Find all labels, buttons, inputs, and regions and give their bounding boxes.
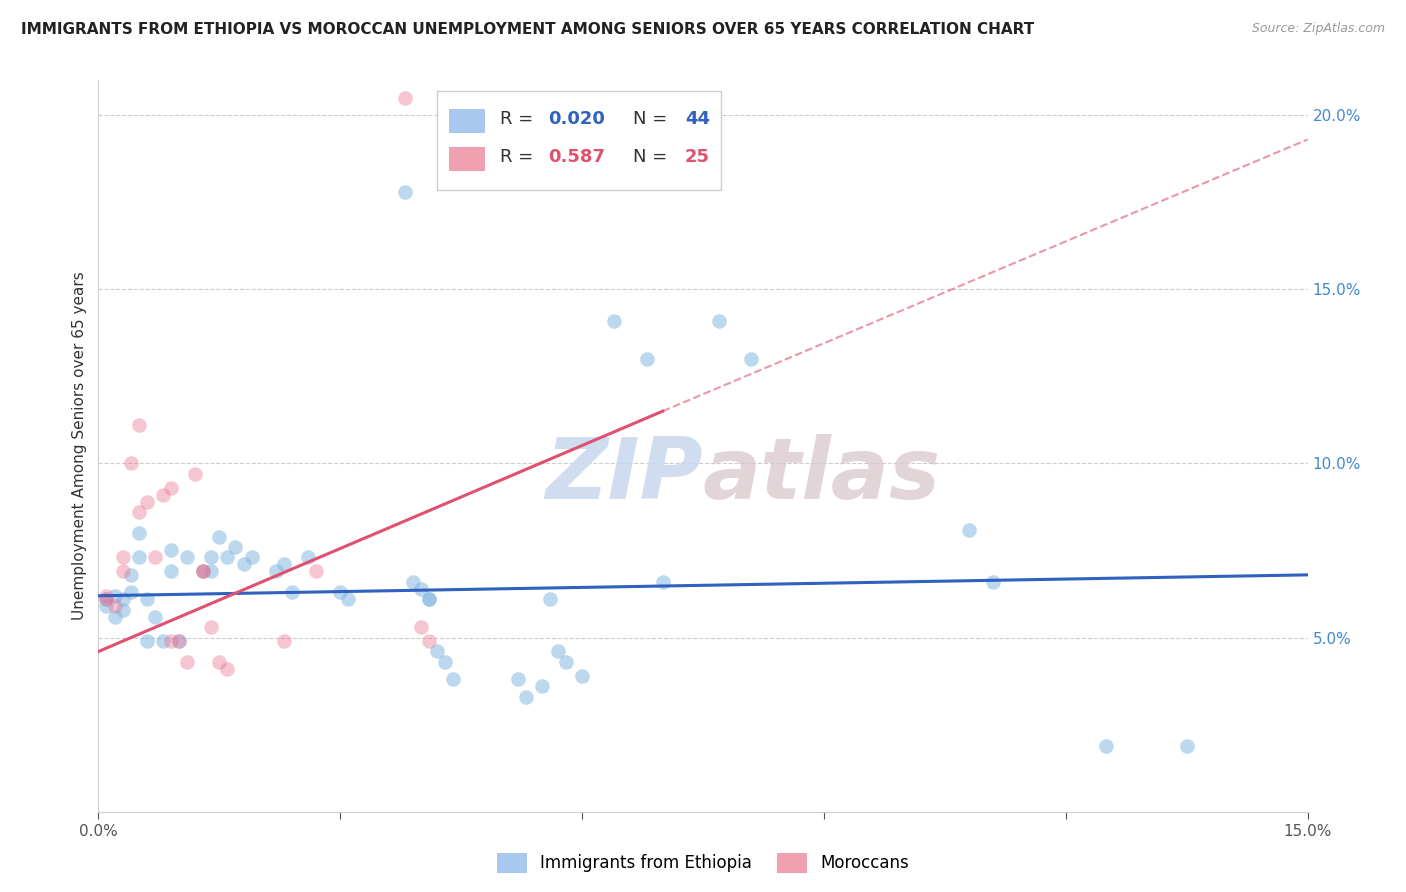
- Point: [603, 313, 626, 327]
- Point: [193, 565, 215, 579]
- Point: [128, 418, 150, 433]
- Point: [143, 550, 166, 565]
- Point: [240, 550, 263, 565]
- Point: [128, 550, 150, 565]
- Point: [636, 351, 658, 366]
- Point: [135, 494, 157, 508]
- Text: 25: 25: [685, 148, 710, 166]
- Point: [281, 585, 304, 599]
- Point: [232, 558, 254, 572]
- Text: Source: ZipAtlas.com: Source: ZipAtlas.com: [1251, 22, 1385, 36]
- Point: [957, 523, 980, 537]
- Point: [441, 673, 464, 687]
- Point: [329, 585, 352, 599]
- Point: [96, 599, 118, 614]
- Text: N =: N =: [633, 148, 673, 166]
- Point: [418, 634, 440, 648]
- Point: [337, 592, 360, 607]
- Text: R =: R =: [501, 110, 538, 128]
- Point: [176, 655, 198, 669]
- Point: [193, 565, 215, 579]
- Point: [135, 634, 157, 648]
- Point: [547, 644, 569, 658]
- Point: [160, 565, 183, 579]
- Text: 44: 44: [685, 110, 710, 128]
- Point: [200, 620, 222, 634]
- Point: [193, 565, 215, 579]
- FancyBboxPatch shape: [449, 147, 485, 171]
- Point: [200, 565, 222, 579]
- Point: [402, 574, 425, 589]
- Text: atlas: atlas: [703, 434, 941, 516]
- Point: [217, 662, 239, 676]
- Point: [394, 185, 416, 199]
- Point: [184, 467, 207, 481]
- Point: [103, 599, 125, 614]
- Point: [555, 655, 578, 669]
- Text: IMMIGRANTS FROM ETHIOPIA VS MOROCCAN UNEMPLOYMENT AMONG SENIORS OVER 65 YEARS CO: IMMIGRANTS FROM ETHIOPIA VS MOROCCAN UNE…: [21, 22, 1035, 37]
- Point: [418, 592, 440, 607]
- Point: [128, 505, 150, 519]
- Point: [160, 634, 183, 648]
- Text: 0.587: 0.587: [548, 148, 605, 166]
- Point: [305, 565, 328, 579]
- Point: [740, 351, 762, 366]
- Point: [103, 609, 125, 624]
- Point: [111, 592, 134, 607]
- Point: [1095, 739, 1118, 753]
- Point: [273, 558, 295, 572]
- Point: [409, 620, 432, 634]
- Point: [167, 634, 190, 648]
- Point: [571, 669, 593, 683]
- Point: [515, 690, 537, 704]
- Point: [297, 550, 319, 565]
- Point: [426, 644, 449, 658]
- Point: [111, 550, 134, 565]
- Point: [418, 592, 440, 607]
- Point: [152, 634, 174, 648]
- Point: [96, 592, 118, 607]
- Point: [273, 634, 295, 648]
- Point: [264, 565, 287, 579]
- Point: [394, 91, 416, 105]
- Point: [707, 313, 730, 327]
- Point: [143, 609, 166, 624]
- Point: [167, 634, 190, 648]
- Point: [651, 574, 673, 589]
- FancyBboxPatch shape: [437, 91, 721, 190]
- Text: 0.020: 0.020: [548, 110, 605, 128]
- Point: [538, 592, 561, 607]
- Point: [111, 603, 134, 617]
- Point: [1175, 739, 1198, 753]
- Point: [200, 550, 222, 565]
- Point: [530, 679, 553, 693]
- Point: [981, 574, 1004, 589]
- Point: [217, 550, 239, 565]
- Point: [96, 592, 118, 607]
- Point: [120, 457, 142, 471]
- Legend: Immigrants from Ethiopia, Moroccans: Immigrants from Ethiopia, Moroccans: [491, 847, 915, 880]
- Point: [176, 550, 198, 565]
- Point: [96, 589, 118, 603]
- Point: [208, 530, 231, 544]
- Point: [224, 540, 246, 554]
- Point: [506, 673, 529, 687]
- Point: [152, 488, 174, 502]
- Text: R =: R =: [501, 148, 538, 166]
- Point: [103, 589, 125, 603]
- Point: [120, 567, 142, 582]
- Text: ZIP: ZIP: [546, 434, 703, 516]
- Point: [160, 481, 183, 495]
- Point: [208, 655, 231, 669]
- Point: [409, 582, 432, 596]
- Point: [135, 592, 157, 607]
- Y-axis label: Unemployment Among Seniors over 65 years: Unemployment Among Seniors over 65 years: [72, 272, 87, 620]
- Text: N =: N =: [633, 110, 673, 128]
- FancyBboxPatch shape: [449, 110, 485, 133]
- Point: [434, 655, 457, 669]
- Point: [128, 526, 150, 541]
- Point: [120, 585, 142, 599]
- Point: [111, 565, 134, 579]
- Point: [160, 543, 183, 558]
